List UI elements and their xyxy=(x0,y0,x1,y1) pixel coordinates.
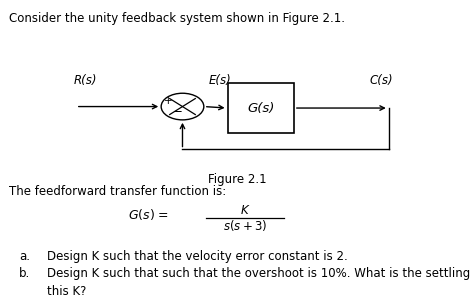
Text: $G(s)$ =: $G(s)$ = xyxy=(128,207,169,222)
Text: G(s): G(s) xyxy=(247,102,274,115)
Text: +: + xyxy=(164,96,172,106)
Text: Consider the unity feedback system shown in Figure 2.1.: Consider the unity feedback system shown… xyxy=(9,12,346,25)
Text: $s(s + 3)$: $s(s + 3)$ xyxy=(223,218,267,233)
Text: Design K such that the velocity error constant is 2.: Design K such that the velocity error co… xyxy=(47,250,348,263)
Text: b.: b. xyxy=(19,267,30,280)
Text: C(s): C(s) xyxy=(370,74,393,87)
Text: E(s): E(s) xyxy=(209,74,231,87)
Text: −: − xyxy=(173,105,182,118)
Text: a.: a. xyxy=(19,250,30,263)
Text: R(s): R(s) xyxy=(73,74,97,87)
Text: Figure 2.1: Figure 2.1 xyxy=(208,173,266,186)
Text: $K$: $K$ xyxy=(240,204,251,217)
Text: The feedforward transfer function is:: The feedforward transfer function is: xyxy=(9,185,227,198)
Text: this K?: this K? xyxy=(47,285,87,296)
Text: Design K such that such that the overshoot is 10%. What is the settling time for: Design K such that such that the oversho… xyxy=(47,267,474,280)
